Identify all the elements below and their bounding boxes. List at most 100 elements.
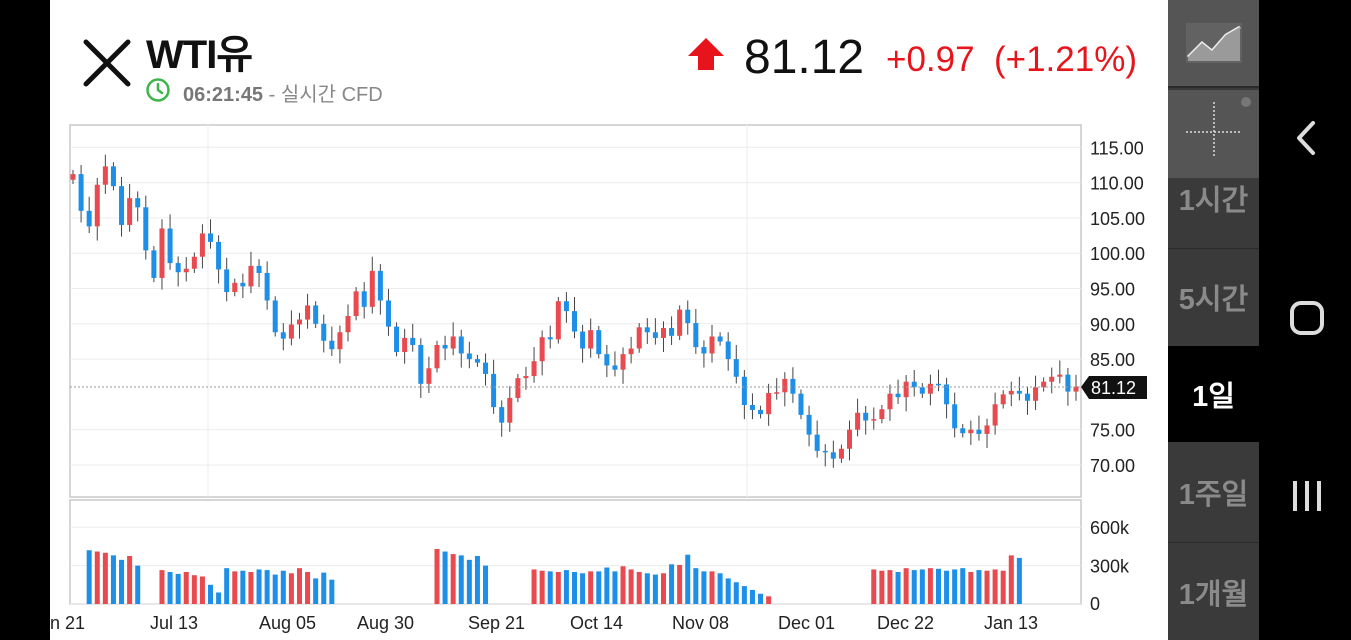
x-axis-tick: Oct 14 (570, 613, 623, 633)
volume-bar (741, 586, 747, 604)
candle (119, 176, 125, 237)
candle (588, 318, 594, 358)
volume-bar (588, 571, 594, 604)
candle (329, 326, 335, 356)
chart-type-button[interactable] (1168, 0, 1259, 88)
candle (863, 406, 869, 435)
volume-bar (442, 551, 448, 604)
candle (887, 384, 893, 421)
volume-bar (296, 568, 302, 604)
interval-1d[interactable]: 1일 (1168, 346, 1259, 442)
volume-bar (167, 572, 173, 604)
volume-bar (216, 592, 222, 604)
candle (353, 287, 359, 321)
x-axis-tick: Jan 13 (984, 613, 1038, 633)
candle (264, 261, 270, 310)
candle (385, 288, 391, 336)
candle (151, 246, 157, 283)
home-icon[interactable] (1287, 298, 1327, 338)
candle (782, 372, 788, 407)
volume-bar (660, 573, 666, 604)
candle (806, 405, 812, 447)
volume-bar (919, 569, 925, 604)
candle (855, 398, 861, 437)
price-chart[interactable]: 115.00 110.00 105.00 100.00 95.00 90.00 85.00 7… (50, 0, 1168, 640)
candle (749, 393, 755, 420)
volume-bar (483, 565, 489, 604)
close-icon[interactable] (80, 36, 134, 90)
interval-5h[interactable]: 5시간 (1168, 248, 1259, 344)
volume-bar (652, 574, 658, 604)
candle (596, 325, 602, 359)
volume-bar (709, 571, 715, 604)
candle (70, 169, 76, 185)
candle (895, 379, 901, 404)
volume-bar (127, 556, 133, 604)
volume-bar (183, 572, 189, 604)
candle (458, 329, 464, 368)
volume-axis-tick: 300k (1090, 557, 1130, 577)
candle (143, 195, 149, 260)
candle (838, 444, 844, 463)
candle (555, 296, 561, 344)
candle (903, 374, 909, 412)
volume-bar (458, 555, 464, 604)
volume-bar (944, 570, 950, 604)
candle (434, 340, 440, 373)
update-time: 06:21:45 - 실시간 CFD (183, 78, 383, 107)
volume-bar (1000, 570, 1006, 604)
volume-axis-tick: 0 (1090, 594, 1100, 614)
candle (677, 305, 683, 341)
crosshair-button[interactable] (1168, 90, 1259, 178)
volume-bar (224, 568, 230, 604)
candle (717, 332, 723, 346)
candle (685, 300, 691, 335)
back-icon[interactable] (1287, 118, 1327, 158)
candle (288, 310, 294, 346)
candle (483, 353, 489, 386)
candle (1016, 376, 1022, 401)
price-axis-tick: 90.00 (1090, 315, 1135, 335)
candle (224, 257, 230, 302)
x-axis-tick: Nov 08 (672, 613, 729, 633)
price-panel (69, 124, 1082, 498)
candle (741, 370, 747, 420)
candle (1033, 375, 1039, 410)
candle (507, 386, 513, 432)
interval-1w[interactable]: 1주일 (1178, 479, 1249, 511)
volume-bar (571, 572, 578, 604)
volume-bar (960, 568, 966, 604)
volume-bar (321, 572, 327, 604)
volume-bar (879, 570, 885, 604)
candle (701, 340, 707, 368)
volume-bar (685, 554, 691, 604)
recents-icon[interactable] (1287, 476, 1327, 516)
candle (879, 404, 885, 424)
volume-bar (620, 566, 626, 604)
candle (725, 332, 731, 371)
candle (814, 420, 820, 458)
candle (321, 314, 327, 353)
volume-bar (531, 569, 537, 604)
candle (992, 392, 998, 435)
candle (135, 191, 141, 222)
volume-panel (69, 499, 1082, 605)
volume-bar (749, 589, 755, 604)
volume-bar (677, 564, 683, 604)
candle (256, 259, 262, 288)
volume-bar (628, 569, 634, 604)
candle (669, 316, 675, 345)
candle (1049, 367, 1055, 394)
interval-1m[interactable]: 1개월 (1168, 542, 1259, 640)
candle (1057, 360, 1063, 384)
candle (636, 323, 642, 353)
volume-bar (280, 570, 286, 604)
price-axis-tick: 95.00 (1090, 280, 1135, 300)
candle (798, 389, 804, 420)
candle (208, 219, 214, 249)
candle (774, 378, 780, 400)
interval-1h[interactable]: 1시간 (1178, 185, 1249, 217)
volume-bar (604, 567, 610, 604)
volume-bar (199, 576, 205, 604)
price-axis-tick: 100.00 (1090, 244, 1145, 264)
